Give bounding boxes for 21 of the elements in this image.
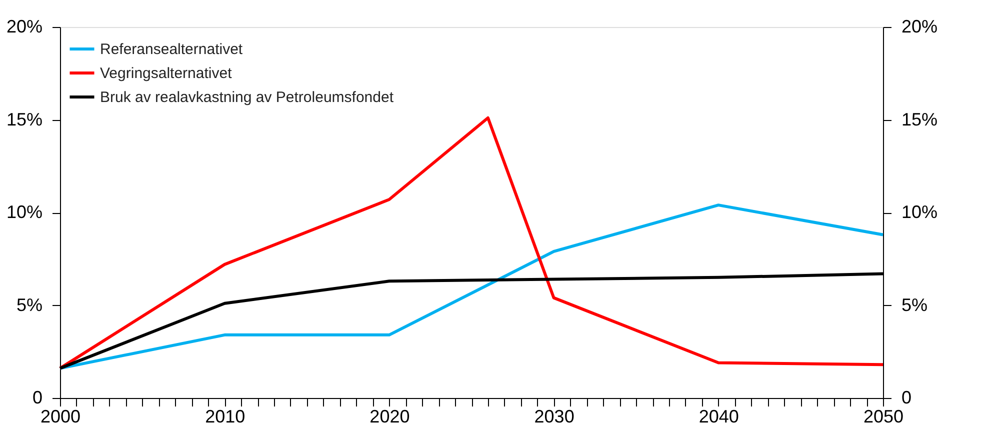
x-tick-label: 2020 <box>370 406 410 425</box>
legend-label: Vegringsalternativet <box>100 65 233 82</box>
line-series <box>58 204 884 370</box>
x-tick-label: 2010 <box>205 406 246 425</box>
y-tick-label: 10% <box>6 202 42 222</box>
line-series <box>58 116 884 370</box>
legend-label: Bruk av realavkastning av Petroleumsfondet <box>100 89 394 106</box>
y2-tick-label: 15% <box>902 109 938 130</box>
y2-tick-label: 10% <box>902 202 938 222</box>
x-tick-label: 2000 <box>40 406 81 425</box>
legend-label: Referansealternativet <box>100 41 244 58</box>
y-tick-label: 0 <box>32 388 42 408</box>
x-tick-label: 2030 <box>534 406 574 425</box>
x-tick-label: 2050 <box>863 406 904 425</box>
y-tick-label: 5% <box>16 294 42 315</box>
y-tick-label: 15% <box>6 109 42 130</box>
y2-tick-label: 5% <box>902 294 928 315</box>
y2-tick-label: 0 <box>902 388 912 408</box>
x-tick-label: 2040 <box>698 406 739 425</box>
y2-tick-label: 20% <box>902 16 938 36</box>
y-tick-label: 20% <box>6 16 42 36</box>
